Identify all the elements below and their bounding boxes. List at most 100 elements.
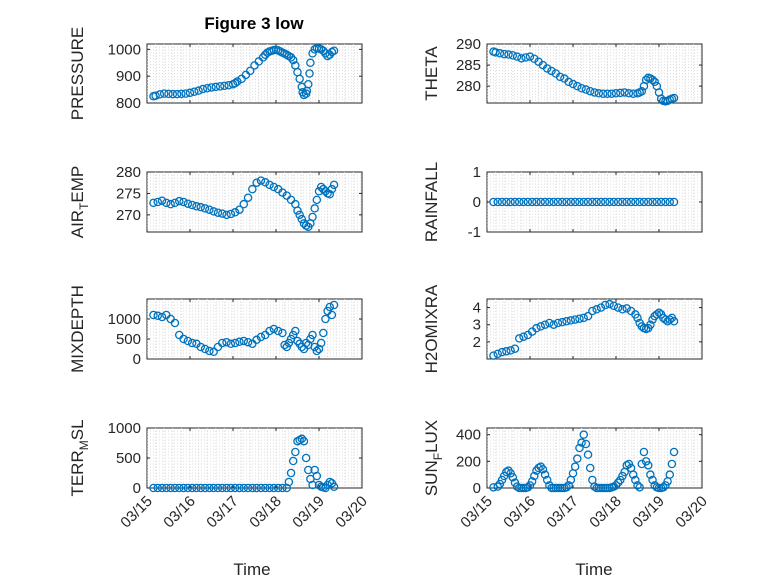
- x-tick-label: 03/15: [117, 493, 156, 532]
- figure-title: Figure 3 low: [204, 14, 304, 33]
- data-point: [532, 197, 541, 207]
- data-point: [542, 64, 552, 73]
- data-point: [605, 197, 614, 207]
- plot-theta: 280 285 290 THETA: [422, 36, 703, 106]
- data-point: [314, 187, 324, 196]
- sun_flux-ylabel: SUNFLUX: [422, 420, 445, 496]
- data-point: [291, 447, 300, 457]
- data-point: [631, 475, 640, 485]
- data-point: [542, 475, 552, 485]
- data-point: [549, 197, 558, 207]
- data-point: [581, 85, 591, 94]
- data-point: [624, 89, 634, 98]
- data-point: [329, 46, 339, 55]
- data-point: [226, 483, 236, 493]
- data-point: [532, 323, 541, 333]
- data-point: [613, 303, 623, 312]
- data-point: [585, 463, 595, 473]
- data-point: [624, 459, 634, 469]
- data-point: [265, 483, 274, 493]
- data-point: [506, 197, 515, 207]
- data-point: [618, 197, 627, 207]
- data-point: [295, 210, 304, 220]
- data-point: [226, 209, 236, 219]
- data-point: [650, 77, 659, 87]
- data-point: [536, 462, 546, 471]
- data-point: [291, 326, 300, 336]
- data-point: [641, 75, 651, 85]
- data-point: [652, 310, 662, 319]
- data-point: [280, 340, 289, 350]
- data-point: [297, 434, 307, 444]
- terr_msl-grid: [147, 428, 362, 488]
- y-tick-label: 500: [116, 331, 141, 348]
- data-point: [495, 479, 505, 489]
- data-point: [235, 337, 244, 347]
- data-point: [527, 477, 537, 486]
- data-point: [613, 478, 623, 487]
- data-point: [196, 342, 205, 352]
- y-tick-label: 800: [116, 95, 141, 112]
- data-point: [633, 481, 642, 490]
- data-point: [187, 483, 197, 493]
- data-point: [497, 197, 507, 207]
- data-point: [540, 320, 550, 329]
- data-point: [605, 299, 614, 309]
- terr_msl-series: [149, 434, 339, 493]
- data-point: [581, 439, 591, 449]
- data-point: [239, 199, 248, 209]
- data-point: [622, 304, 632, 313]
- data-point: [200, 204, 210, 213]
- ylabel-part: LUX: [422, 420, 441, 453]
- data-point: [633, 313, 642, 323]
- data-point: [575, 197, 584, 207]
- data-point: [209, 483, 218, 493]
- data-point: [525, 52, 535, 61]
- data-point: [575, 443, 584, 453]
- y-tick-label: 3: [473, 317, 481, 334]
- data-point: [205, 346, 214, 356]
- data-point: [635, 197, 644, 207]
- data-point: [570, 315, 580, 324]
- data-point: [562, 197, 571, 207]
- data-point: [327, 310, 337, 320]
- x-tick-label: 03/19: [289, 493, 328, 532]
- data-point: [288, 330, 298, 340]
- data-point: [329, 300, 339, 310]
- data-point: [243, 337, 253, 347]
- data-point: [491, 48, 500, 57]
- data-point: [170, 198, 180, 208]
- data-point: [282, 191, 291, 200]
- data-point: [164, 89, 173, 99]
- data-point: [209, 347, 218, 357]
- sun_flux-grid: [487, 428, 702, 488]
- y-tick-label: 4: [473, 300, 481, 317]
- data-point: [149, 483, 158, 493]
- data-point: [577, 84, 586, 93]
- x-tick-label: 03/16: [160, 493, 199, 532]
- data-point: [611, 89, 621, 98]
- data-point: [631, 197, 640, 207]
- data-point: [540, 470, 550, 479]
- data-point: [170, 483, 180, 493]
- data-point: [181, 89, 190, 98]
- data-point: [149, 198, 158, 208]
- plot-h2omixra: 234 H2OMIXRA: [422, 284, 703, 373]
- data-point: [162, 483, 171, 493]
- data-point: [601, 197, 610, 207]
- data-point: [183, 483, 193, 493]
- x-tick-label: 03/19: [629, 493, 668, 532]
- data-point: [269, 324, 279, 334]
- mixdepth-series: [149, 300, 339, 357]
- rainfall-axes-box: [486, 171, 703, 233]
- rainfall-ylabel: RAINFALL: [422, 162, 441, 242]
- data-point: [303, 79, 313, 89]
- data-point: [252, 178, 261, 187]
- rainfall-series: [489, 197, 679, 207]
- data-point: [230, 78, 240, 88]
- data-point: [308, 480, 317, 490]
- data-point: [525, 481, 535, 490]
- data-point: [256, 483, 266, 493]
- plot-terr-msl: 03/15 03/16 03/17 03/18 03/19 03/20 0 500 1000 TE…: [68, 419, 371, 531]
